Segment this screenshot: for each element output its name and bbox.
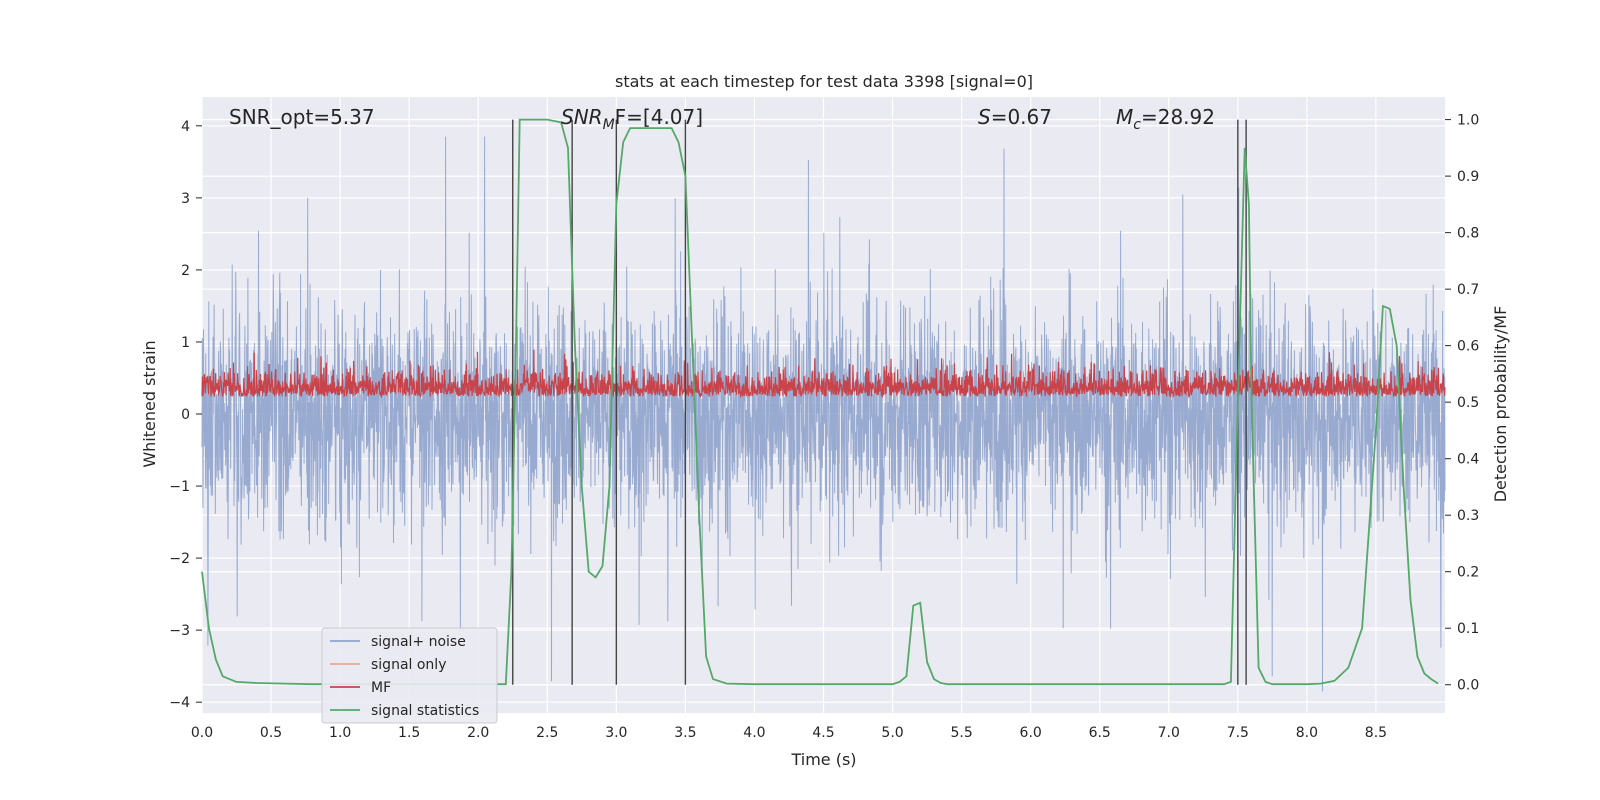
x-axis-label: Time (s) xyxy=(790,750,856,769)
annotation-snr-mf: SNRMF=[4.07] xyxy=(561,105,703,133)
x-tick-label: 7.0 xyxy=(1158,725,1180,741)
snr-mf-rest: F=[4.07] xyxy=(615,105,703,129)
legend-label-signal-noise: signal+ noise xyxy=(371,634,466,650)
left-y-tick-label: −2 xyxy=(169,551,190,567)
right-y-tick-label: 0.4 xyxy=(1457,452,1479,468)
mc-main: M xyxy=(1116,105,1133,129)
x-axis-ticks: 0.0 0.5 1.0 1.5 2.0 2.5 3.0 3.5 4.0 4.5 5.0 5.5 6.0 6… xyxy=(191,725,1387,741)
signal-statistics-line xyxy=(201,118,1439,686)
left-y-tick-label: −1 xyxy=(169,479,190,495)
left-y-tick-label: 2 xyxy=(181,263,190,279)
annotation-mc: Mc=28.92 xyxy=(1116,105,1215,133)
x-tick-label: 3.5 xyxy=(674,725,696,741)
right-y-tick-label: 0.6 xyxy=(1457,339,1479,355)
snr-mf-sub: M xyxy=(603,117,615,133)
right-y-tick-label: 0.8 xyxy=(1457,226,1479,242)
right-y-tick-label: 0.1 xyxy=(1457,621,1479,637)
x-tick-label: 5.5 xyxy=(950,725,972,741)
x-tick-label: 3.0 xyxy=(605,725,627,741)
right-y-axis-label: Detection probability/MF xyxy=(1491,306,1510,503)
right-y-tick-label: 0.3 xyxy=(1457,508,1479,524)
x-tick-label: 0.0 xyxy=(191,725,213,741)
x-tick-label: 1.5 xyxy=(398,725,420,741)
x-tick-label: 6.5 xyxy=(1089,725,1111,741)
right-y-tick-label: 0.2 xyxy=(1457,565,1479,581)
x-tick-label: 4.0 xyxy=(743,725,765,741)
x-tick-label: 7.5 xyxy=(1227,725,1249,741)
mc-rest: =28.92 xyxy=(1141,105,1215,129)
right-y-tick-label: 0.9 xyxy=(1457,169,1479,185)
x-tick-label: 0.5 xyxy=(260,725,282,741)
x-tick-label: 8.0 xyxy=(1296,725,1318,741)
mc-sub: c xyxy=(1133,117,1141,133)
left-y-axis-ticks: 4 3 2 1 0 −1 −2 −3 −4 xyxy=(169,119,202,711)
left-y-axis-label: Whitened strain xyxy=(140,340,159,467)
chart-title: stats at each timestep for test data 339… xyxy=(615,72,1033,91)
legend-box xyxy=(321,627,498,724)
x-tick-label: 4.5 xyxy=(812,725,834,741)
s-rest: =0.67 xyxy=(991,105,1052,129)
left-y-tick-label: 3 xyxy=(181,191,190,207)
right-y-axis-ticks: 1.0 0.9 0.8 0.7 0.6 0.5 0.4 0.3 0.2 0.1 0.0 xyxy=(1445,113,1479,694)
x-tick-label: 8.5 xyxy=(1365,725,1387,741)
snr-mf-main: SNR xyxy=(561,105,603,129)
annotation-snr-opt: SNR_opt=5.37 xyxy=(229,105,375,129)
annotation-s: S=0.67 xyxy=(978,105,1052,129)
right-y-tick-label: 1.0 xyxy=(1457,113,1479,129)
right-y-tick-label: 0.5 xyxy=(1457,395,1479,411)
right-y-tick-label: 0.7 xyxy=(1457,282,1479,298)
x-tick-label: 2.0 xyxy=(467,725,489,741)
right-y-tick-label: 0.0 xyxy=(1457,678,1479,694)
x-tick-label: 6.0 xyxy=(1020,725,1042,741)
signal-statistics-series xyxy=(201,118,1439,686)
left-y-tick-label: −4 xyxy=(169,695,190,711)
x-tick-label: 1.0 xyxy=(329,725,351,741)
x-tick-label: 2.5 xyxy=(536,725,558,741)
left-y-tick-label: −3 xyxy=(169,623,190,639)
x-tick-label: 5.0 xyxy=(881,725,903,741)
legend-label-mf: MF xyxy=(371,680,391,696)
legend: signal+ noise signal only MF signal stat… xyxy=(321,627,498,724)
left-y-tick-label: 1 xyxy=(181,335,190,351)
s-italic: S xyxy=(978,105,991,129)
left-y-tick-label: 4 xyxy=(181,119,190,135)
legend-label-signal-statistics: signal statistics xyxy=(371,703,479,719)
legend-label-signal-only: signal only xyxy=(371,657,446,673)
left-y-tick-label: 0 xyxy=(181,407,190,423)
